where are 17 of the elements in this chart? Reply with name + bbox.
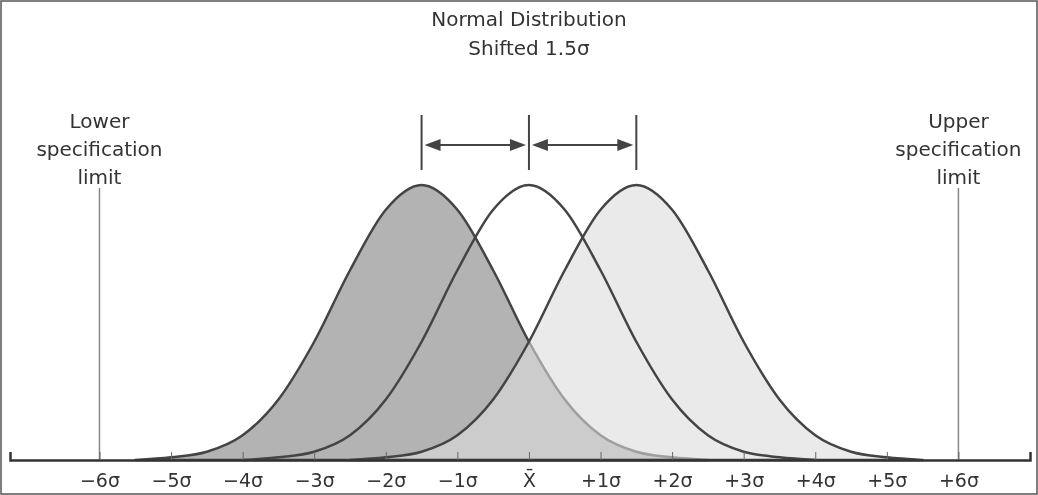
x-tick-label: −3σ	[294, 469, 335, 492]
x-tick-label: +6σ	[938, 469, 979, 492]
x-tick-label: +5σ	[867, 469, 908, 492]
ref-line-label: Lower specification limit	[36, 109, 163, 189]
x-tick-label: −4σ	[223, 469, 264, 492]
x-tick-label: +4σ	[795, 469, 836, 492]
x-tick-label: −1σ	[437, 469, 478, 492]
ref-line-label: Upper specification limit	[895, 109, 1022, 189]
x-tick-label: −5σ	[151, 469, 192, 492]
chart-title: Normal Distribution	[431, 7, 627, 31]
chart-subtitle: Shifted 1.5σ	[468, 36, 590, 60]
x-tick-label: X̄	[522, 468, 536, 492]
x-tick-label: +2σ	[652, 469, 693, 492]
x-tick-label: −2σ	[366, 469, 407, 492]
x-tick-label: +3σ	[724, 469, 765, 492]
x-tick-label: +1σ	[581, 469, 622, 492]
x-tick-label: −6σ	[79, 469, 120, 492]
